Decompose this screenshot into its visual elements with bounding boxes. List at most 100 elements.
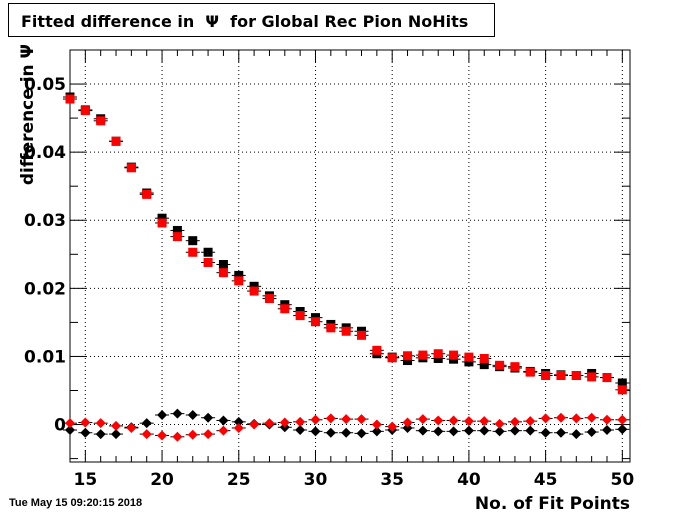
data-point-diamond (371, 426, 382, 437)
data-point-square (234, 270, 244, 280)
data-point-diamond (203, 429, 214, 440)
data-point-diamond (233, 416, 244, 427)
data-point-diamond (540, 427, 551, 438)
data-point-square (510, 362, 520, 372)
data-point-diamond (540, 413, 551, 424)
data-point-diamond (249, 419, 260, 430)
data-point-square (479, 353, 489, 363)
data-point-diamond (310, 414, 321, 425)
grid (70, 50, 630, 462)
x-tick-label: 45 (534, 470, 558, 490)
data-point-square (341, 326, 351, 336)
data-point-diamond (203, 412, 214, 423)
data-point-diamond (295, 416, 306, 427)
data-point-square (218, 268, 228, 278)
data-point-diamond (111, 429, 122, 440)
data-point-square (65, 94, 75, 104)
data-point-square (403, 356, 413, 366)
data-point-square (142, 189, 152, 199)
data-point-square (357, 330, 367, 340)
data-point-square (617, 378, 627, 388)
series-3 (63, 412, 630, 442)
data-point-square (280, 304, 290, 314)
data-point-diamond (111, 420, 122, 431)
data-point-diamond (601, 424, 612, 435)
data-point-square (203, 257, 213, 267)
data-point-diamond (494, 418, 505, 429)
data-point-diamond (325, 413, 336, 424)
data-point-diamond (479, 416, 490, 427)
data-point-diamond (356, 428, 367, 439)
data-point-square (479, 360, 489, 370)
data-point-square (464, 357, 474, 367)
x-tick-label: 50 (610, 470, 634, 490)
data-point-diamond (325, 427, 336, 438)
series-0 (63, 92, 630, 388)
data-point-square (203, 247, 213, 257)
data-point-square (96, 116, 106, 126)
data-point-diamond (463, 416, 474, 427)
data-point-diamond (141, 429, 152, 440)
data-point-diamond (80, 427, 91, 438)
data-point-diamond (172, 431, 183, 442)
data-point-diamond (371, 419, 382, 430)
data-point-diamond (571, 413, 582, 424)
data-point-square (617, 385, 627, 395)
data-series (63, 92, 630, 442)
data-point-square (449, 350, 459, 360)
data-point-diamond (95, 429, 106, 440)
data-point-diamond (126, 422, 137, 433)
data-point-square (157, 218, 167, 228)
data-point-diamond (141, 418, 152, 429)
data-point-square (326, 323, 336, 333)
data-point-square (188, 247, 198, 257)
data-point-diamond (433, 426, 444, 437)
chart-title-box: Fitted difference in Ψ for Global Rec Pi… (8, 3, 495, 37)
data-point-diamond (571, 429, 582, 440)
data-point-diamond (218, 425, 229, 436)
timestamp: Tue May 15 09:20:15 2018 (9, 497, 143, 509)
data-point-square (372, 345, 382, 355)
axis-ticks (69, 49, 630, 462)
data-point-diamond (555, 412, 566, 423)
data-point-diamond (341, 427, 352, 438)
data-point-diamond (601, 414, 612, 425)
data-point-square (541, 371, 551, 381)
data-point-square (418, 350, 428, 360)
data-point-diamond (509, 416, 520, 427)
data-point-square (218, 260, 228, 270)
data-point-square (587, 372, 597, 382)
plot-frame (69, 49, 631, 463)
data-point-square (249, 281, 259, 291)
data-point-diamond (356, 414, 367, 425)
data-point-square (571, 371, 581, 381)
data-point-diamond (310, 426, 321, 437)
data-point-diamond (65, 418, 75, 429)
data-point-diamond (157, 430, 168, 441)
data-point-diamond (279, 417, 290, 428)
data-point-square (295, 311, 305, 321)
x-tick-label: 20 (150, 470, 174, 490)
data-point-diamond (463, 425, 474, 436)
data-point-diamond (233, 422, 244, 433)
data-point-diamond (509, 425, 520, 436)
tick-labels: 15 20 25 30 35 40 45 50 0 0.01 0.02 0.03 0.04 0.05 (24, 75, 634, 490)
x-tick-label: 25 (227, 470, 251, 490)
chart-title: Fitted difference in Ψ for Global Rec Pi… (21, 12, 469, 31)
data-point-diamond (479, 425, 490, 436)
data-point-diamond (387, 421, 398, 432)
data-point-diamond (295, 424, 306, 435)
data-point-diamond (617, 414, 628, 425)
data-point-square (249, 286, 259, 296)
data-point-diamond (586, 412, 597, 423)
data-point-diamond (65, 424, 75, 435)
data-point-square (602, 373, 612, 383)
data-point-diamond (617, 424, 628, 435)
data-point-diamond (494, 426, 505, 437)
data-point-square (433, 349, 443, 359)
data-point-diamond (525, 425, 536, 436)
data-point-square (403, 351, 413, 361)
x-tick-label: 15 (74, 470, 98, 490)
data-point-diamond (264, 418, 275, 429)
